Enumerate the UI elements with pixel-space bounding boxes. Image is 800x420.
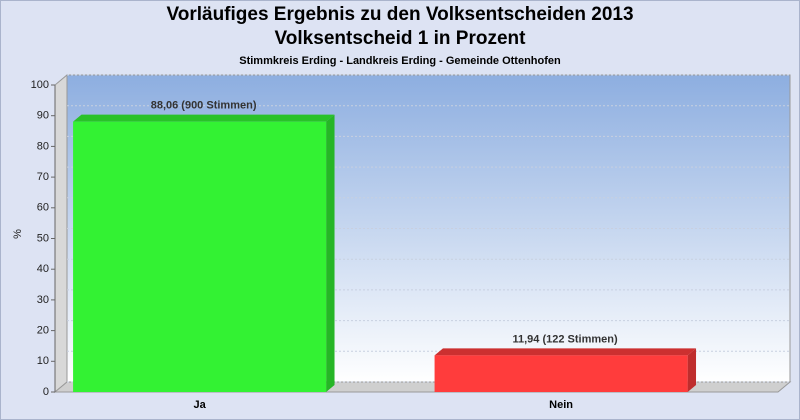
y-axis-label: % [12, 229, 24, 239]
y-tick-label: 0 [43, 386, 49, 398]
chart-title: Volksentscheid 1 in Prozent [275, 28, 527, 49]
x-tick-label: Nein [549, 399, 573, 411]
y-tick-label: 90 [37, 110, 49, 122]
y-tick-label: 100 [31, 79, 49, 91]
x-tick-label: Ja [193, 399, 206, 411]
bar-side [687, 348, 697, 392]
y-tick-label: 80 [37, 140, 49, 152]
bar-top [434, 348, 697, 356]
chart-title: Vorläufiges Ergebnis zu den Volksentsche… [166, 4, 633, 25]
y-tick-label: 70 [37, 171, 49, 183]
bar [73, 121, 327, 393]
chart-subtitle: Stimmkreis Erding - Landkreis Erding - G… [239, 55, 561, 67]
y-tick-label: 60 [37, 202, 49, 214]
bar-top [73, 114, 335, 122]
y-tick-label: 10 [37, 355, 49, 367]
bar [434, 355, 688, 392]
y-tick-label: 50 [37, 232, 49, 244]
value-label: 88,06 (900 Stimmen) [151, 100, 257, 112]
y-tick-label: 30 [37, 294, 49, 306]
y-tick-label: 20 [37, 325, 49, 337]
bar-side [326, 114, 335, 393]
side-wall [54, 73, 68, 394]
y-tick-label: 40 [37, 263, 49, 275]
value-label: 11,94 (122 Stimmen) [513, 333, 619, 345]
